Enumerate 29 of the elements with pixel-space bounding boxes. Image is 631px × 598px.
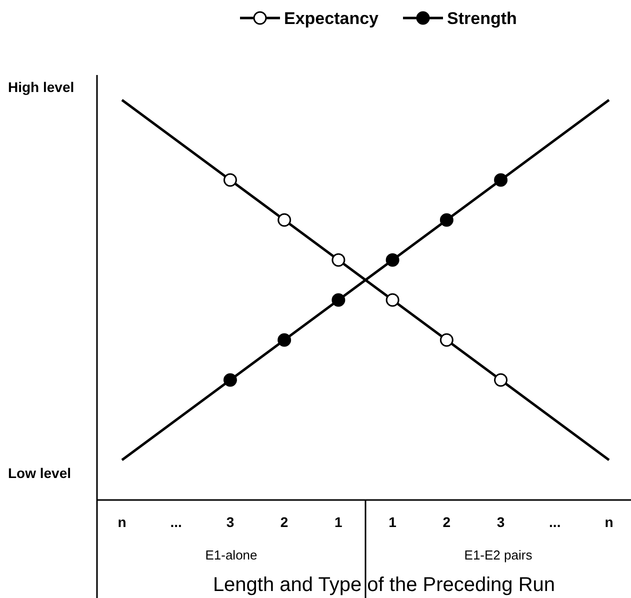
x-tick-label: 1 <box>388 514 397 530</box>
text: E1-E2 pairs <box>464 548 533 563</box>
point <box>386 253 400 267</box>
point <box>223 173 237 187</box>
point <box>278 333 292 347</box>
x-tick-label: n <box>118 514 126 530</box>
x-tick-label: 2 <box>442 514 451 530</box>
text: Low level <box>8 464 72 481</box>
x-tick-label: ... <box>549 514 561 530</box>
point <box>494 173 508 187</box>
text: E1-alone <box>205 548 258 563</box>
x-tick-label: 3 <box>496 514 505 530</box>
point <box>278 213 292 227</box>
text: High level <box>8 78 74 95</box>
x-tick-label: 3 <box>226 514 234 530</box>
x-tick-label: n <box>604 514 614 530</box>
point <box>494 373 508 387</box>
x-axis-title: Length and Type of the Preceding Run <box>212 574 556 596</box>
legend-label: Expectancy <box>284 8 380 28</box>
x-tick-label: ... <box>170 514 182 530</box>
point <box>332 253 346 267</box>
point <box>440 213 454 227</box>
point <box>386 293 400 307</box>
point <box>440 333 454 347</box>
point <box>223 373 237 387</box>
x-tick-label: 2 <box>280 514 288 530</box>
legend-label: Strength <box>447 8 517 28</box>
point <box>332 293 346 307</box>
x-tick-label: 1 <box>334 514 343 530</box>
